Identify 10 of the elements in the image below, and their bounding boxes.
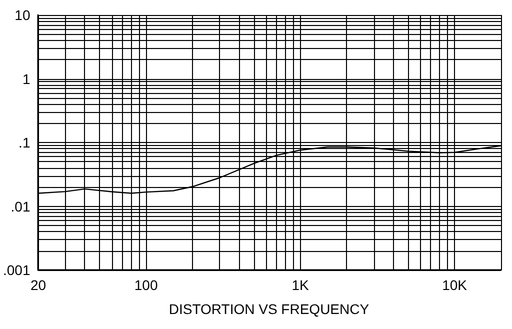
x-tick-label: 20 [30, 277, 46, 293]
y-tick-label: .01 [10, 198, 30, 214]
y-tick-label: .001 [3, 262, 30, 278]
text: DISTORTION VS FREQUENCY [168, 301, 370, 317]
x-tick-label: 10K [442, 277, 468, 293]
y-tick-label: .1 [18, 134, 30, 150]
y-tick-label: 1 [22, 70, 30, 87]
x-tick-label: 100 [134, 277, 158, 293]
y-tick-label: 10 [14, 7, 30, 23]
x-tick-label: 1K [292, 277, 310, 293]
